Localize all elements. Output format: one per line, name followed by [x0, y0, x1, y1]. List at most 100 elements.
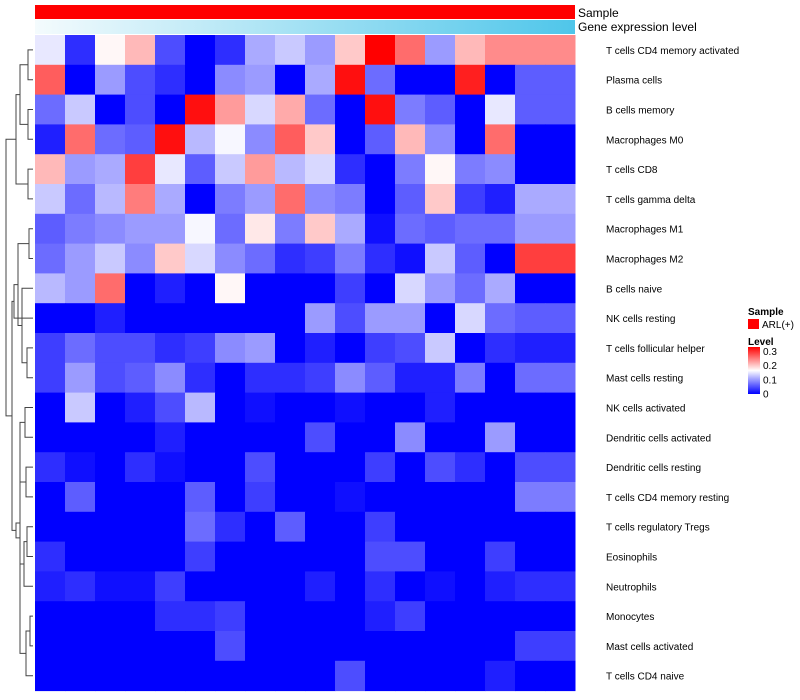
heatmap-cell — [275, 422, 306, 453]
heatmap-cell — [95, 94, 126, 125]
row-dendrogram — [5, 49, 33, 677]
row-label: T cells gamma delta — [606, 195, 696, 206]
heatmap-cell — [215, 94, 246, 125]
heatmap-cell — [335, 571, 366, 602]
heatmap-cell — [275, 35, 306, 66]
heatmap-cell — [545, 571, 576, 602]
heatmap-cell — [455, 333, 486, 364]
heatmap-cell — [125, 333, 156, 364]
heatmap-cell — [155, 64, 186, 96]
heatmap-cell — [275, 184, 306, 215]
heatmap-cell — [305, 35, 336, 66]
heatmap-cell — [455, 213, 486, 245]
heatmap-cell — [365, 213, 396, 245]
heatmap-cell — [185, 422, 216, 453]
heatmap-cell — [245, 511, 276, 543]
heatmap-cell — [515, 392, 546, 423]
dendrogram-branch — [19, 64, 28, 125]
heatmap-cell — [185, 660, 216, 692]
heatmap-cell — [155, 631, 186, 662]
heatmap-cell — [65, 482, 96, 513]
heatmap-cell — [245, 35, 276, 66]
heatmap-cell — [245, 660, 276, 692]
dendrogram-branch — [13, 284, 33, 319]
heatmap-cell — [545, 660, 576, 692]
heatmap-cell — [125, 184, 156, 215]
heatmap-cell — [335, 64, 366, 96]
heatmap-cell — [305, 452, 336, 483]
heatmap-cell — [155, 94, 186, 125]
heatmap-cell — [125, 35, 156, 66]
heatmap-cell — [545, 213, 576, 245]
heatmap-cell — [485, 213, 516, 245]
heatmap-cell — [365, 660, 396, 692]
heatmap-cell — [185, 303, 216, 334]
heatmap-cell — [365, 303, 396, 334]
heatmap-cell — [275, 362, 306, 394]
heatmap-cell — [395, 631, 426, 662]
heatmap-cell — [155, 541, 186, 572]
row-label: T cells CD4 memory activated — [606, 46, 739, 57]
dendrogram-branch — [28, 228, 33, 259]
heatmap-cell — [275, 631, 306, 662]
heatmap-cell — [365, 362, 396, 394]
heatmap-cell — [95, 362, 126, 394]
heatmap-cell — [215, 571, 246, 602]
heatmap-cell — [365, 392, 396, 423]
heatmap-cell — [275, 333, 306, 364]
heatmap-cell — [455, 452, 486, 483]
heatmap-cell — [425, 213, 456, 245]
heatmap-cell — [365, 511, 396, 543]
heatmap-cell — [95, 422, 126, 453]
heatmap-cell — [125, 94, 156, 125]
heatmap-cell — [365, 541, 396, 572]
heatmap-cell — [515, 213, 546, 245]
heatmap-cell — [215, 541, 246, 572]
row-label: Macrophages M1 — [606, 225, 684, 236]
heatmap-cell — [155, 35, 186, 66]
row-label: Mast cells resting — [606, 374, 683, 385]
heatmap-cell — [515, 243, 546, 274]
heatmap-cell — [215, 333, 246, 364]
heatmap-cell — [455, 511, 486, 543]
heatmap-cell — [485, 154, 516, 185]
heatmap-cell — [305, 511, 336, 543]
heatmap-cell — [215, 482, 246, 513]
heatmap-cell — [305, 243, 336, 274]
heatmap-cell — [35, 303, 66, 334]
row-label: T cells follicular helper — [606, 344, 705, 355]
heatmap-cell — [515, 571, 546, 602]
heatmap-cell — [455, 601, 486, 632]
heatmap-cell — [515, 333, 546, 364]
heatmap-cell — [95, 64, 126, 96]
heatmap-cell — [365, 243, 396, 274]
heatmap-cell — [95, 452, 126, 483]
heatmap-cell — [425, 333, 456, 364]
heatmap-cell — [455, 541, 486, 572]
heatmap-cell — [155, 154, 186, 185]
heatmap-cell — [425, 303, 456, 334]
heatmap-cell — [215, 213, 246, 245]
heatmap-cell — [365, 184, 396, 215]
heatmap-cell — [215, 184, 246, 215]
heatmap-cell — [35, 422, 66, 453]
heatmap-cell — [95, 511, 126, 543]
heatmap-cell — [485, 243, 516, 274]
heatmap-cell — [275, 541, 306, 572]
row-labels: T cells CD4 memory activated Plasma cells… — [606, 46, 739, 683]
heatmap-cell — [215, 64, 246, 96]
heatmap-cell — [155, 452, 186, 483]
heatmap-cell — [455, 422, 486, 453]
heatmap-cell — [245, 213, 276, 245]
level-colorbar — [748, 347, 760, 394]
heatmap-cell — [65, 273, 96, 304]
heatmap-cell — [185, 243, 216, 274]
heatmap-cell — [425, 362, 456, 394]
heatmap-cell — [485, 333, 516, 364]
heatmap-cell — [425, 601, 456, 632]
heatmap-cell — [65, 511, 96, 543]
heatmap-cell — [65, 392, 96, 423]
heatmap-cell — [365, 333, 396, 364]
heatmap-cell — [65, 452, 96, 483]
heatmap-cell — [245, 243, 276, 274]
